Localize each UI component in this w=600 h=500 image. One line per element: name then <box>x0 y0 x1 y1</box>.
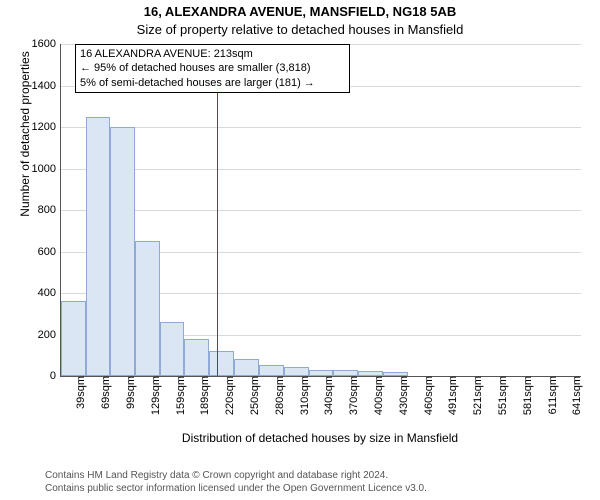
y-tick-label: 200 <box>38 329 61 341</box>
histogram-bar <box>309 370 334 376</box>
histogram-bar <box>61 301 86 376</box>
x-tick-label: 611sqm <box>545 376 559 414</box>
x-tick-label: 400sqm <box>371 376 385 415</box>
x-tick-label: 551sqm <box>495 376 509 415</box>
histogram-bar <box>110 127 135 376</box>
histogram-bar <box>160 322 185 376</box>
histogram-bar <box>284 367 309 376</box>
annotation-line-1: 16 ALEXANDRA AVENUE: 213sqm <box>80 47 345 61</box>
y-tick-label: 800 <box>38 204 61 216</box>
x-tick-label: 189sqm <box>197 376 211 415</box>
y-tick-label: 1000 <box>32 163 61 175</box>
x-tick-label: 370sqm <box>346 376 360 415</box>
gridline <box>61 169 581 170</box>
histogram-bar <box>333 370 358 376</box>
x-tick-label: 280sqm <box>272 376 286 415</box>
histogram-bar <box>135 241 160 376</box>
gridline <box>61 127 581 128</box>
x-tick-label: 581sqm <box>520 376 534 415</box>
y-tick-label: 600 <box>38 246 61 258</box>
chart-title: 16, ALEXANDRA AVENUE, MANSFIELD, NG18 5A… <box>0 4 600 19</box>
histogram-bar <box>86 117 111 376</box>
chart-container: 16, ALEXANDRA AVENUE, MANSFIELD, NG18 5A… <box>0 0 600 500</box>
plot-area: 0200400600800100012001400160039sqm69sqm9… <box>60 44 581 377</box>
x-tick-label: 430sqm <box>396 376 410 415</box>
histogram-bar <box>234 359 260 376</box>
x-tick-label: 460sqm <box>421 376 435 415</box>
reference-line <box>217 44 218 376</box>
x-tick-label: 39sqm <box>73 376 87 409</box>
x-tick-label: 310sqm <box>297 376 311 415</box>
y-tick-label: 0 <box>50 370 61 382</box>
gridline <box>61 210 581 211</box>
footer-text: Contains HM Land Registry data © Crown c… <box>45 470 427 495</box>
y-tick-label: 1600 <box>32 38 61 50</box>
x-tick-label: 491sqm <box>445 376 459 415</box>
footer-line-1: Contains HM Land Registry data © Crown c… <box>45 470 427 483</box>
histogram-bar <box>383 372 409 376</box>
y-tick-label: 400 <box>38 287 61 299</box>
histogram-bar <box>259 365 284 376</box>
histogram-bar <box>209 351 234 376</box>
x-tick-label: 69sqm <box>98 376 112 409</box>
histogram-bar <box>358 371 383 376</box>
x-axis-label: Distribution of detached houses by size … <box>60 431 580 445</box>
annotation-line-2: ← 95% of detached houses are smaller (3,… <box>80 61 345 75</box>
x-tick-label: 521sqm <box>470 376 484 415</box>
chart-subtitle: Size of property relative to detached ho… <box>0 22 600 37</box>
y-tick-label: 1200 <box>32 121 61 133</box>
x-tick-label: 159sqm <box>173 376 187 415</box>
y-axis-label: Number of detached properties <box>18 0 32 300</box>
annotation-box: 16 ALEXANDRA AVENUE: 213sqm ← 95% of det… <box>75 44 350 93</box>
x-tick-label: 129sqm <box>148 376 162 415</box>
x-tick-label: 340sqm <box>321 376 335 415</box>
x-tick-label: 641sqm <box>569 376 583 415</box>
x-tick-label: 220sqm <box>222 376 236 415</box>
footer-line-2: Contains public sector information licen… <box>45 483 427 496</box>
histogram-bar <box>184 339 209 376</box>
y-tick-label: 1400 <box>32 80 61 92</box>
x-tick-label: 99sqm <box>123 376 137 409</box>
x-tick-label: 250sqm <box>247 376 261 415</box>
annotation-line-3: 5% of semi-detached houses are larger (1… <box>80 76 345 90</box>
